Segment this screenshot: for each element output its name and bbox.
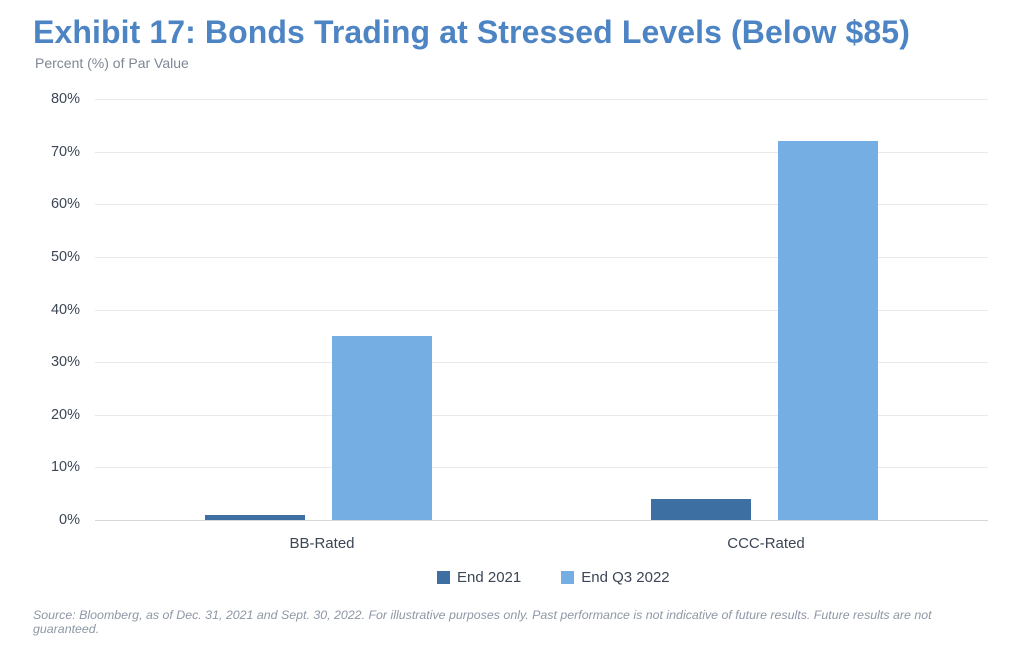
legend-swatch-end-2021 [437, 571, 450, 584]
chart-title: Exhibit 17: Bonds Trading at Stressed Le… [33, 14, 910, 50]
bar-ccc-rated-end-q3-2022 [778, 141, 879, 520]
bar-ccc-rated-end-2021 [651, 498, 752, 520]
y-tick-label: 80% [50, 91, 80, 107]
y-tick-label: 0% [59, 512, 80, 528]
gridline [95, 362, 988, 364]
source-note: Source: Bloomberg, as of Dec. 31, 2021 a… [33, 608, 932, 636]
legend-label-end-q3-2022: End Q3 2022 [581, 569, 670, 586]
gridline [95, 256, 988, 258]
gridline [95, 309, 988, 311]
gridline [95, 99, 988, 100]
y-tick-label: 60% [50, 196, 80, 213]
legend-item-end-q3-2022: End Q3 2022 [561, 569, 670, 586]
gridline [95, 467, 988, 469]
y-axis: 80% 70% 60% 50% 40% 30% 20% 10% 0% [0, 0, 80, 646]
y-tick-label: 50% [50, 248, 80, 265]
x-axis-baseline [95, 520, 988, 521]
y-tick-label: 70% [50, 143, 80, 160]
bar-bb-rated-end-2021 [204, 514, 305, 520]
gridline [95, 151, 988, 153]
gridline [95, 204, 988, 206]
y-tick-label: 40% [50, 301, 80, 318]
legend-label-end-2021: End 2021 [457, 569, 522, 586]
x-category-label-bb-rated: BB-Rated [289, 535, 355, 552]
legend: End 2021 End Q3 2022 [437, 569, 670, 586]
legend-item-end-2021: End 2021 [437, 569, 521, 586]
legend-swatch-end-q3-2022 [561, 571, 575, 584]
y-tick-label: 30% [50, 354, 80, 371]
plot-area [95, 99, 988, 521]
y-tick-label: 10% [50, 459, 80, 476]
gridline [95, 414, 988, 416]
x-category-label-ccc-rated: CCC-Rated [727, 535, 805, 552]
y-axis-title: Percent (%) of Par Value [35, 55, 189, 71]
y-tick-label: 20% [50, 406, 80, 423]
bar-bb-rated-end-q3-2022 [331, 335, 432, 520]
